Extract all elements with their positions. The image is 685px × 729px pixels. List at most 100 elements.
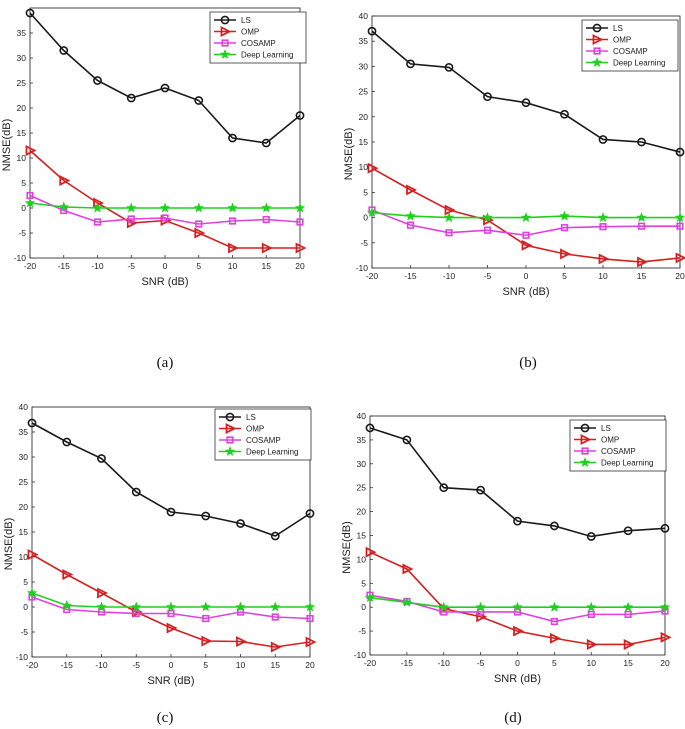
- x-tick-label: -10: [91, 261, 104, 271]
- data-point-omp: [444, 204, 456, 216]
- x-tick-label: -5: [127, 261, 135, 271]
- data-point-deep-learning: [92, 202, 103, 213]
- x-axis-label: SNR (dB): [494, 673, 541, 685]
- data-point-ls: [93, 76, 102, 85]
- data-point-cosamp: [296, 218, 304, 226]
- y-axis-label: NMSE(dB): [343, 128, 355, 181]
- data-point-cosamp: [550, 617, 558, 626]
- series-line-cosamp: [31, 596, 311, 620]
- data-point-deep-learning: [520, 212, 532, 222]
- y-tick-label: 5: [21, 178, 26, 188]
- y-tick-label: -5: [20, 627, 28, 637]
- data-point-omp: [586, 639, 598, 650]
- data-point-ls: [406, 59, 415, 69]
- y-tick-label: 35: [19, 427, 29, 437]
- data-point-ls: [560, 109, 569, 119]
- data-point-ls: [549, 521, 559, 531]
- data-point-omp: [513, 625, 525, 637]
- y-tick-label: -5: [360, 238, 368, 248]
- data-point-omp: [295, 242, 307, 254]
- x-tick-label: 20: [295, 261, 305, 271]
- data-point-omp: [598, 253, 610, 265]
- legend-label-omp: OMP: [601, 436, 619, 445]
- data-point-omp: [97, 587, 109, 599]
- y-tick-label: 20: [17, 103, 27, 113]
- legend-label-deep-learning: Deep Learning: [246, 448, 298, 457]
- data-point-deep-learning: [659, 601, 671, 612]
- y-tick-label: 15: [19, 527, 29, 537]
- data-point-cosamp: [406, 221, 415, 229]
- y-tick-label: 30: [357, 459, 367, 469]
- legend-label-cosamp: COSAMP: [613, 47, 648, 56]
- y-tick-label: 40: [359, 11, 369, 21]
- legend-marker-deep-learning: [219, 49, 231, 59]
- legend-label-cosamp: COSAMP: [601, 447, 636, 456]
- data-point-deep-learning: [159, 202, 171, 213]
- panel-caption: (a): [157, 355, 174, 371]
- series-line-ls: [369, 427, 666, 538]
- y-tick-label: 25: [17, 78, 27, 88]
- x-tick-label: 10: [598, 271, 608, 281]
- legend-label-ls: LS: [241, 16, 251, 25]
- data-point-deep-learning: [165, 601, 177, 612]
- data-point-ls: [623, 526, 633, 536]
- data-point-deep-learning: [58, 201, 69, 212]
- data-point-deep-learning: [131, 601, 142, 612]
- y-tick-label: 40: [357, 411, 367, 421]
- x-axis-label: SNR (dB): [141, 276, 188, 288]
- data-point-cosamp: [624, 610, 632, 618]
- data-point-ls: [160, 83, 170, 93]
- data-point-cosamp: [262, 215, 270, 224]
- x-tick-label: -20: [24, 261, 37, 271]
- data-point-omp: [521, 239, 533, 251]
- data-point-deep-learning: [193, 202, 204, 213]
- data-point-deep-learning: [227, 202, 238, 213]
- y-tick-label: 25: [19, 477, 29, 487]
- series-line-ls: [371, 30, 681, 153]
- y-tick-label: 5: [23, 577, 28, 587]
- data-point-cosamp: [132, 609, 140, 618]
- data-point-omp: [623, 639, 635, 650]
- data-point-cosamp: [560, 224, 569, 232]
- x-tick-label: 0: [524, 271, 529, 281]
- data-point-deep-learning: [96, 601, 107, 612]
- data-point-omp: [261, 242, 273, 254]
- y-tick-label: 25: [357, 483, 367, 493]
- legend-label-omp: OMP: [241, 28, 259, 37]
- y-tick-label: 10: [357, 554, 367, 564]
- series-line-omp: [369, 551, 666, 646]
- x-tick-label: 10: [228, 261, 238, 271]
- x-tick-label: 0: [163, 261, 168, 271]
- data-point-ls: [483, 92, 492, 102]
- legend-marker-ls: [225, 412, 235, 422]
- data-point-ls: [270, 531, 280, 541]
- data-point-cosamp: [522, 231, 530, 239]
- legend-label-omp: OMP: [246, 425, 264, 434]
- x-tick-label: -20: [26, 660, 39, 670]
- data-point-deep-learning: [586, 601, 597, 612]
- data-point-deep-learning: [401, 597, 413, 607]
- data-point-deep-learning: [549, 601, 560, 612]
- y-tick-label: 10: [17, 153, 27, 163]
- x-tick-label: -10: [95, 660, 108, 670]
- y-tick-label: -10: [356, 263, 369, 273]
- data-point-cosamp: [167, 609, 175, 618]
- x-tick-label: 0: [515, 658, 520, 668]
- data-point-deep-learning: [366, 207, 378, 217]
- legend-label-cosamp: COSAMP: [241, 39, 276, 48]
- x-tick-label: -15: [61, 660, 74, 670]
- y-tick-label: 5: [361, 578, 366, 588]
- data-point-omp: [560, 248, 572, 260]
- data-point-deep-learning: [482, 212, 493, 222]
- data-point-deep-learning: [270, 601, 281, 612]
- data-point-ls: [194, 96, 204, 105]
- legend-label-ls: LS: [246, 413, 256, 422]
- data-point-ls: [521, 98, 531, 108]
- data-point-deep-learning: [674, 212, 685, 222]
- y-tick-label: 35: [17, 28, 27, 38]
- data-point-deep-learning: [559, 210, 570, 221]
- series-line-cosamp: [369, 594, 666, 623]
- x-tick-label: -20: [364, 658, 377, 668]
- data-point-ls: [367, 26, 377, 36]
